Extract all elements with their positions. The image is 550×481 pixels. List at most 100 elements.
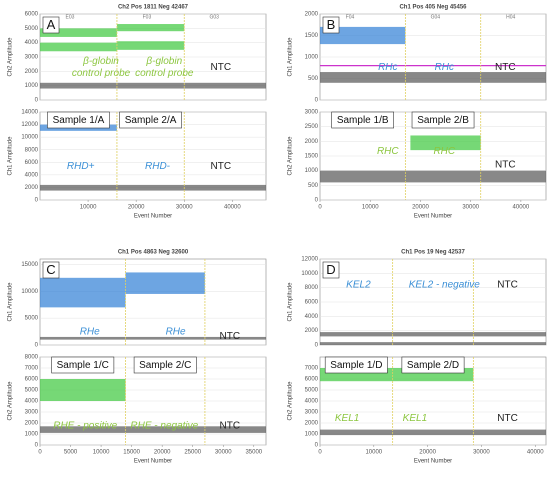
y-tick-label: 0	[315, 343, 319, 349]
annotation: RHe	[80, 327, 100, 338]
x-axis-label: Event Number	[134, 459, 172, 465]
y-axis-label: Ch2 Amplitude	[8, 381, 14, 421]
y-tick-label: 2500	[305, 124, 319, 130]
x-tick-label: 20000	[412, 205, 429, 211]
annotation: β-globin	[145, 56, 182, 67]
chart-title: Ch1 Pos 4863 Neg 32600	[118, 250, 189, 256]
droplet-cluster	[125, 272, 205, 294]
y-tick-label: 2000	[25, 69, 39, 75]
y-tick-label: 0	[315, 198, 319, 204]
y-tick-label: 1500	[305, 154, 319, 160]
y-axis-label: Ch1 Amplitude	[288, 37, 294, 77]
sample-box	[119, 111, 182, 129]
y-tick-label: 5000	[25, 316, 39, 322]
x-tick-label: 25000	[184, 450, 201, 456]
y-tick-label: 1000	[305, 55, 319, 61]
x-tick-label: 10000	[93, 450, 110, 456]
panel-letter-box	[322, 261, 340, 279]
y-tick-label: 4000	[25, 399, 39, 405]
annotation: RHe	[166, 327, 186, 338]
x-tick-label: 10000	[362, 205, 379, 211]
droplet-cluster	[410, 135, 481, 151]
sample-label: Sample 2/A	[125, 115, 177, 126]
well-label: F03	[143, 14, 152, 20]
droplet-cluster	[40, 28, 117, 37]
droplet-cluster	[40, 277, 126, 308]
y-tick-label: 500	[308, 76, 319, 82]
annotation: β-globin	[82, 56, 119, 67]
y-tick-label: 5000	[25, 388, 39, 394]
y-tick-label: 4000	[305, 399, 319, 405]
annotation: RHD+	[67, 161, 95, 172]
sample-box	[47, 111, 110, 129]
annotation: KEL2 - negative	[409, 279, 481, 290]
sample-label: Sample 1/C	[57, 360, 109, 371]
droplet-cluster	[320, 26, 406, 45]
y-tick-label: 1000	[25, 432, 39, 438]
well-label: G03	[210, 14, 220, 20]
annotation: control probe	[135, 68, 194, 79]
y-tick-label: 3000	[25, 410, 39, 416]
x-axis-label: Event Number	[414, 214, 452, 220]
droplet-cluster	[40, 336, 266, 340]
y-tick-label: 0	[35, 98, 39, 104]
y-tick-label: 7000	[305, 366, 319, 372]
y-tick-label: 0	[35, 198, 39, 204]
well-label: E03	[66, 14, 75, 20]
x-tick-label: 40000	[224, 205, 241, 211]
sample-label: Sample 1/A	[53, 115, 105, 126]
annotation: RHD-	[145, 161, 171, 172]
y-axis-label: Ch2 Amplitude	[288, 381, 294, 421]
annotation: NTC	[495, 62, 516, 73]
annotation: NTC	[497, 279, 518, 290]
droplet-cluster	[40, 379, 126, 401]
y-tick-label: 6000	[305, 377, 319, 383]
annotation: NTC	[211, 62, 232, 73]
y-axis-label: Ch1 Amplitude	[8, 282, 14, 322]
droplet-cluster	[40, 82, 266, 89]
sample-label: Sample 1/B	[337, 115, 389, 126]
y-tick-label: 14000	[21, 110, 38, 116]
annotation: NTC	[211, 161, 232, 172]
x-tick-label: 20000	[154, 450, 171, 456]
y-tick-label: 0	[35, 443, 39, 449]
x-tick-label: 10000	[365, 450, 382, 456]
y-tick-label: 1500	[305, 33, 319, 39]
y-tick-label: 2000	[25, 185, 39, 191]
annotation: RHE - negative	[130, 420, 198, 431]
annotation: KEL1	[335, 413, 359, 424]
y-tick-label: 3000	[25, 55, 39, 61]
x-tick-label: 30000	[176, 205, 193, 211]
sample-box	[331, 111, 395, 129]
panel-letter: A	[47, 17, 56, 32]
y-axis-label: Ch2 Amplitude	[8, 37, 14, 77]
chart-title: Ch1 Pos 19 Neg 42537	[401, 250, 465, 256]
panel-letter-box	[42, 16, 60, 34]
x-tick-label: 0	[318, 450, 322, 456]
annotation: NTC	[497, 413, 518, 424]
annotation: KEL2	[346, 279, 371, 290]
x-tick-label: 30000	[462, 205, 479, 211]
y-axis-label: Ch2 Amplitude	[288, 136, 294, 176]
x-tick-label: 35000	[245, 450, 262, 456]
annotation: NTC	[220, 420, 241, 431]
annotation: RHc	[435, 62, 454, 73]
y-tick-label: 5000	[305, 388, 319, 394]
panel-letter-box	[42, 261, 60, 279]
droplet-cluster	[320, 72, 546, 83]
x-tick-label: 20000	[419, 450, 436, 456]
y-tick-label: 1000	[25, 83, 39, 89]
x-tick-label: 30000	[473, 450, 490, 456]
y-tick-label: 2000	[305, 421, 319, 427]
y-tick-label: 6000	[25, 12, 39, 18]
annotation: RHC	[433, 146, 455, 157]
y-tick-label: 8000	[25, 147, 39, 153]
y-tick-label: 10000	[301, 271, 318, 277]
droplet-cluster	[320, 332, 546, 337]
y-tick-label: 10000	[21, 289, 38, 295]
y-tick-label: 6000	[25, 377, 39, 383]
chart-title: Ch2 Pos 1811 Neg 42467	[118, 5, 189, 11]
y-tick-label: 0	[315, 98, 319, 104]
y-tick-label: 15000	[21, 262, 38, 268]
annotation: control probe	[72, 68, 131, 79]
